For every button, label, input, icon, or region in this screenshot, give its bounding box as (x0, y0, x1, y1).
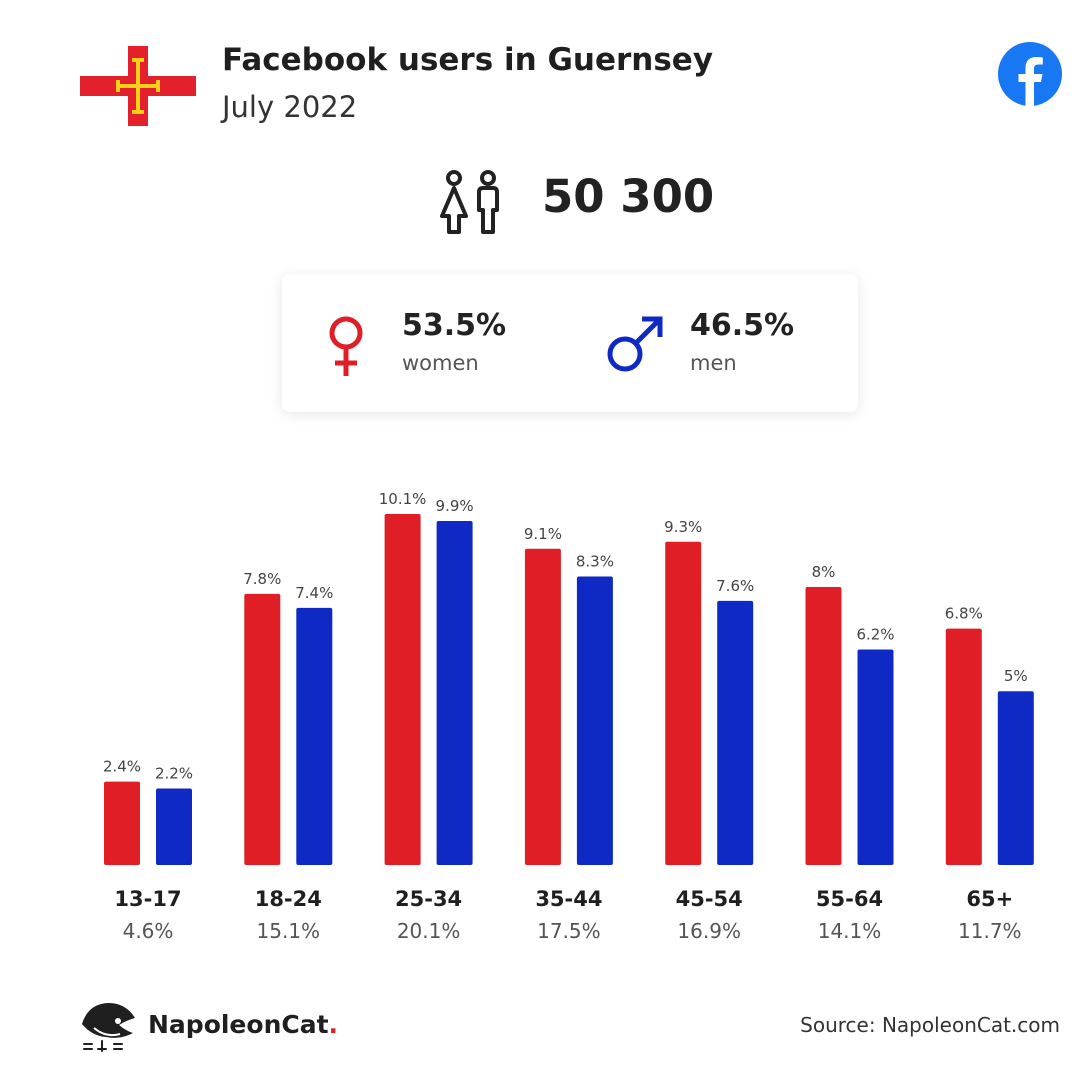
bar-men-45-54 (717, 600, 754, 865)
data-label-men-45-54: 7.6% (716, 577, 754, 595)
bar-men-25-34 (436, 520, 473, 865)
age-gender-bar-chart: 2.4% 2.2% 13-17 4.6% 7.8% 7.4% 18-24 15.1% 10.1%… (103, 490, 1034, 943)
brand-name: NapoleonCat. (148, 1010, 339, 1039)
data-label-men-25-34: 9.9% (436, 497, 474, 515)
guernsey-flag-icon (80, 46, 196, 126)
data-label-women-45-54: 9.3% (664, 518, 702, 536)
data-label-women-35-44: 9.1% (524, 525, 562, 543)
data-label-women-55-64: 8% (812, 563, 836, 581)
category-label-35-44: 35-44 (535, 887, 602, 911)
men-percent: 46.5% (690, 308, 795, 343)
bar-women-13-17 (104, 781, 140, 865)
bar-women-35-44 (524, 548, 561, 865)
men-label: men (690, 351, 737, 375)
category-total-18-24: 15.1% (257, 919, 321, 943)
category-total-25-34: 20.1% (397, 919, 461, 943)
page-subtitle: July 2022 (222, 90, 358, 124)
bar-women-45-54 (665, 541, 702, 865)
category-label-45-54: 45-54 (676, 887, 743, 911)
category-label-55-64: 55-64 (816, 887, 883, 911)
bar-men-18-24 (296, 607, 333, 865)
category-total-55-64: 14.1% (818, 919, 882, 943)
source-credit: Source: NapoleonCat.com (800, 1013, 1060, 1037)
bar-women-65+ (945, 628, 982, 865)
women-label: women (402, 351, 479, 375)
bar-women-18-24 (244, 593, 281, 865)
data-label-women-18-24: 7.8% (243, 570, 281, 588)
data-label-men-65+: 5% (1004, 667, 1028, 685)
category-label-65+: 65+ (966, 887, 1013, 911)
category-total-65+: 11.7% (958, 919, 1022, 943)
category-label-18-24: 18-24 (255, 887, 322, 911)
data-label-women-25-34: 10.1% (379, 490, 427, 508)
total-users-value: 50 300 (542, 170, 715, 223)
category-label-25-34: 25-34 (395, 887, 462, 911)
category-total-45-54: 16.9% (677, 919, 741, 943)
category-total-35-44: 17.5% (537, 919, 601, 943)
female-symbol-icon (329, 316, 363, 376)
male-symbol-icon (607, 316, 663, 372)
category-total-13-17: 4.6% (123, 919, 174, 943)
bar-men-55-64 (857, 649, 894, 865)
people-icon (440, 170, 499, 234)
data-label-women-65+: 6.8% (945, 605, 983, 623)
data-label-men-35-44: 8.3% (576, 553, 614, 571)
data-label-women-13-17: 2.4% (103, 758, 141, 776)
bar-men-35-44 (576, 576, 613, 865)
data-label-men-18-24: 7.4% (295, 584, 333, 602)
category-label-13-17: 13-17 (114, 887, 181, 911)
bar-men-13-17 (156, 788, 192, 865)
brand-dot: . (328, 1010, 339, 1039)
gender-split-card: 53.5% women 46.5% men (282, 274, 858, 412)
women-percent: 53.5% (402, 308, 507, 343)
data-label-men-13-17: 2.2% (155, 765, 193, 783)
facebook-icon (998, 42, 1062, 106)
napoleoncat-logo-icon (82, 1003, 135, 1052)
bar-women-55-64 (805, 586, 842, 865)
bar-women-25-34 (384, 514, 421, 865)
bar-men-65+ (997, 691, 1034, 865)
data-label-men-55-64: 6.2% (856, 626, 894, 644)
page-title: Facebook users in Guernsey (222, 42, 714, 78)
